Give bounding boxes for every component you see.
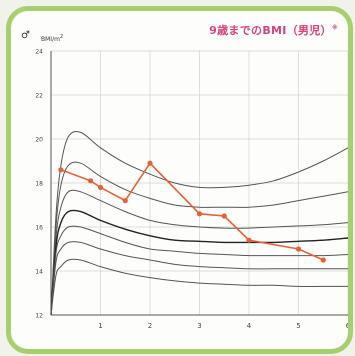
title-note: ※ [331,24,338,32]
x-tick-label: 5 [296,322,300,330]
bmi-point [97,184,104,190]
bmi-series-line [60,161,324,261]
y-tick-label: 18 [35,181,43,188]
y-axis-label: BMI/m2 [41,34,64,43]
x-tick-label: 1 [98,322,102,330]
chart-title: 9歳までのBMI（男児）※ [209,24,338,37]
y-tick-label: 22 [35,93,43,100]
bmi-point [246,237,252,243]
bmi-point [58,167,64,173]
bmi-point [320,257,326,263]
bmi-chart: 12141618202224123456 [35,49,348,330]
x-tick-label: 3 [197,322,201,330]
bmi-point [196,211,203,217]
x-tick-label: 2 [148,322,152,330]
y-tick-label: 12 [35,313,43,320]
y-tick-label: 24 [35,49,43,56]
y-tick-label: 20 [35,137,43,144]
percentile-curve [50,161,348,316]
percentile-curve [50,225,348,316]
bmi-point [122,198,128,204]
bmi-point [88,178,94,184]
percentile-curve [50,131,348,316]
y-tick-label: 16 [35,225,43,232]
percentile-curve [50,241,348,316]
chart-card: 12141618202224123456 ♂ BMI/m2 9歳までのBMI（男… [6,6,353,354]
bmi-point [295,246,302,252]
bmi-point [221,213,227,219]
percentile-curve [50,209,348,316]
percentile-curve [50,189,348,316]
y-tick-label: 14 [35,269,43,276]
x-tick-label: 4 [247,322,252,330]
x-tick-label: 6 [346,322,348,330]
bmi-point [147,160,153,166]
male-symbol: ♂ [21,30,30,41]
percentile-curve [50,258,348,316]
